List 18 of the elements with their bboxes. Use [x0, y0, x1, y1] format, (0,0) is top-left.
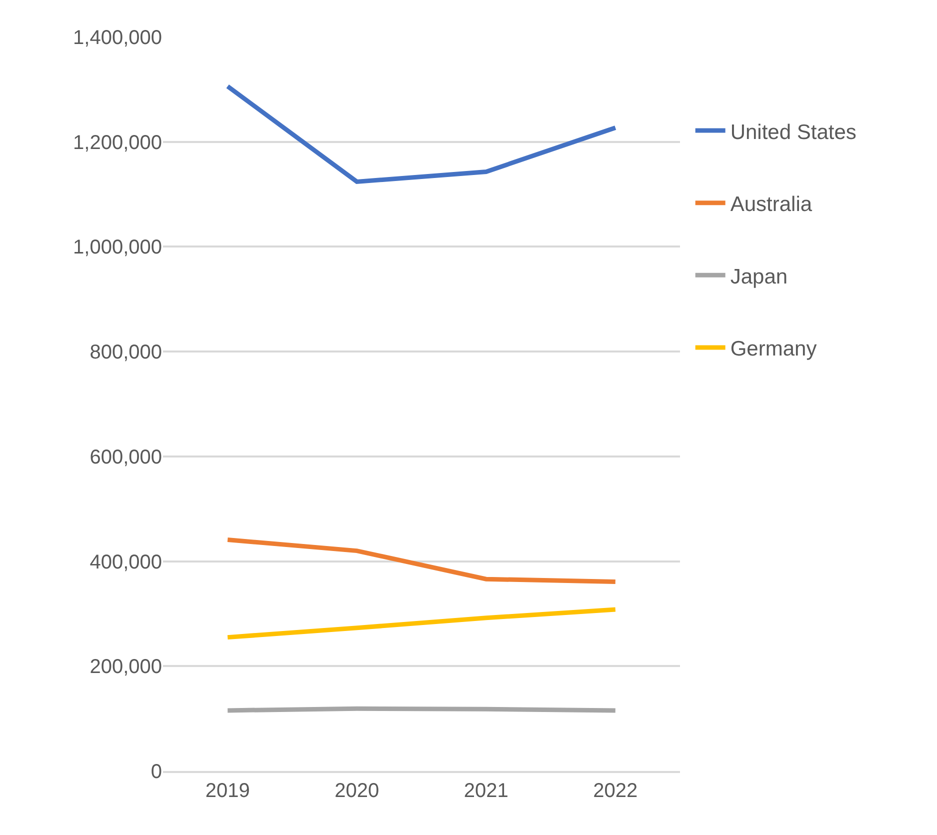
line-series — [225, 607, 618, 640]
y-tick-label: 600,000 — [90, 446, 162, 468]
y-tick-label: 1,000,000 — [73, 236, 162, 259]
x-tick-label: 2019 — [205, 780, 250, 802]
x-tick-label: 2022 — [593, 780, 638, 802]
y-tick-label: 0 — [150, 761, 162, 783]
y-tick-label: 1,400,000 — [73, 27, 162, 49]
x-tick-label: 2021 — [464, 780, 508, 802]
y-tick-label: 400,000 — [90, 551, 162, 574]
legend-label: Australia — [730, 193, 812, 216]
line-series — [225, 84, 618, 184]
legend-label: Germany — [730, 338, 818, 361]
legend-label: United States — [730, 120, 856, 144]
x-tick-label: 2020 — [334, 780, 380, 802]
y-tick-label: 200,000 — [90, 656, 162, 678]
y-tick-label: 800,000 — [90, 342, 162, 364]
legend-label: Japan — [730, 265, 788, 288]
y-tick-label: 1,200,000 — [73, 132, 162, 154]
